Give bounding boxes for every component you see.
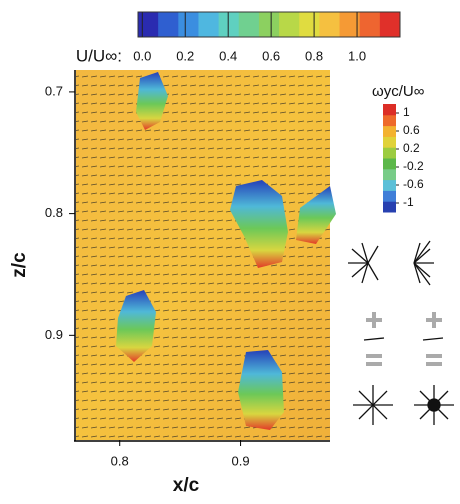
- colorbar-title: U/U∞:: [76, 46, 122, 65]
- colorbar-band: [158, 12, 179, 37]
- colorbar-band: [360, 12, 381, 37]
- x-axis-label: x/c: [173, 475, 200, 496]
- colorbar-band: [198, 12, 219, 37]
- schematic: [348, 241, 454, 425]
- colorbar-tick-label: 0.2: [176, 48, 194, 63]
- x-tick-label: 0.8: [111, 453, 129, 468]
- colorbar-tick-label: 0.6: [403, 123, 420, 137]
- figure: x/c z/c U/U∞: ωyc/U∞ 0.8 0.9 0.7 0.8 0.9 0.0 0…: [0, 0, 460, 499]
- colorbar-tick-label: 0.2: [403, 141, 420, 155]
- colorbar-band: [383, 180, 396, 191]
- colorbar-band: [319, 12, 340, 37]
- flow-field: [76, 70, 336, 440]
- colorbar-title: ωyc/U∞: [372, 83, 425, 100]
- colorbar-band: [383, 158, 396, 169]
- colorbar-band: [299, 12, 320, 37]
- x-tick-label: 0.9: [232, 453, 250, 468]
- colorbar-band: [383, 126, 396, 137]
- colorbar-tick-label: 0.8: [305, 48, 323, 63]
- colorbar-tick-label: 1.0: [348, 48, 366, 63]
- colorbar-band: [219, 12, 240, 37]
- colorbar-band: [383, 190, 396, 201]
- colorbar-band: [383, 136, 396, 147]
- y-tick-label: 0.9: [45, 327, 63, 342]
- colorbar-band: [383, 115, 396, 126]
- colorbar-tick-label: 0.6: [262, 48, 280, 63]
- colorbar-band: [259, 12, 280, 37]
- colorbar-tick-label: -0.6: [403, 177, 424, 191]
- colorbar-tick-label: -0.2: [403, 159, 424, 173]
- y-tick-label: 0.8: [45, 205, 63, 220]
- colorbar-band: [239, 12, 260, 37]
- colorbar-band: [178, 12, 199, 37]
- y-tick-label: 0.7: [45, 83, 63, 98]
- colorbar-band: [138, 12, 159, 37]
- colorbar-band: [383, 201, 396, 212]
- colorbar-band: [383, 147, 396, 158]
- colorbar-band: [383, 169, 396, 180]
- colorbar-tick-label: 0.4: [219, 48, 237, 63]
- y-axis-label: z/c: [9, 252, 30, 278]
- colorbar-band: [279, 12, 300, 37]
- colorbar-band: [380, 12, 401, 37]
- colorbar-tick-label: 0.0: [133, 48, 151, 63]
- colorbar-band: [383, 104, 396, 115]
- colorbar-tick-label: 1: [403, 105, 410, 119]
- colorbar-tick-label: -1: [403, 195, 414, 209]
